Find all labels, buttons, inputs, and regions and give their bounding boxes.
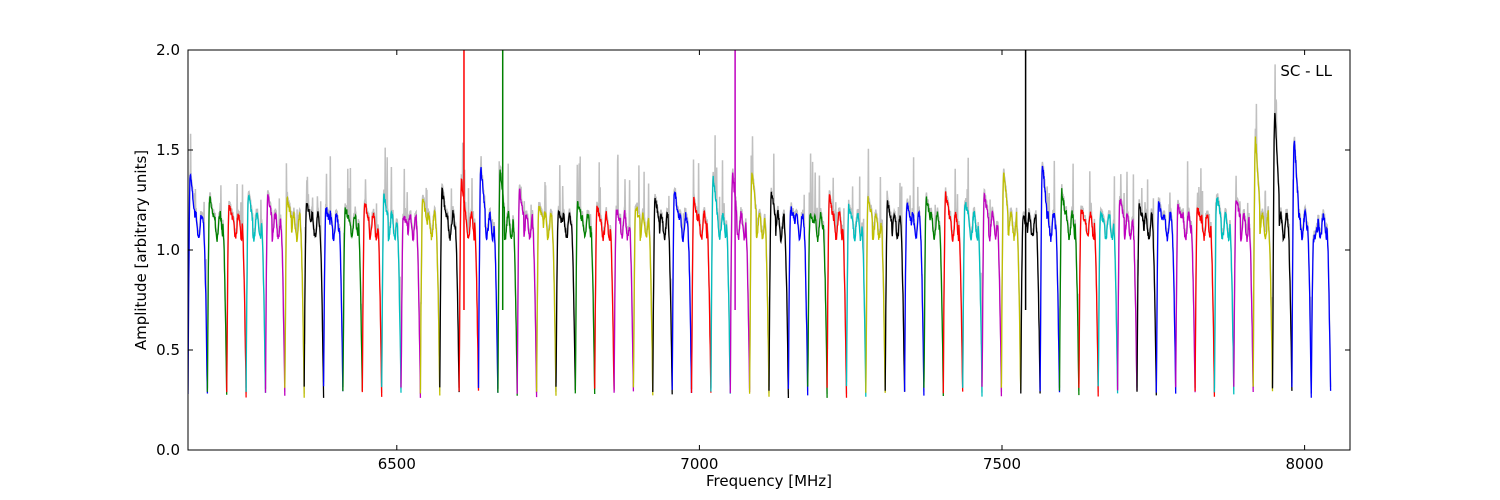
- channel-line: [671, 190, 693, 394]
- channel-line: [942, 191, 964, 394]
- channel-line: [555, 209, 576, 391]
- y-axis-label: Amplitude [arbitrary units]: [132, 150, 150, 350]
- channel-line: [1310, 213, 1332, 394]
- y-tick-label: 1.5: [156, 141, 180, 159]
- channel-line: [884, 200, 906, 392]
- channel-line: [1194, 207, 1216, 397]
- channel-line: [1155, 201, 1177, 394]
- channel-line: [381, 193, 402, 393]
- x-axis-ticks: 6500 7000 7500 8000: [378, 50, 1324, 473]
- y-tick-label: 0.0: [156, 441, 180, 459]
- channel-line: [768, 191, 790, 399]
- channel-line: [458, 178, 480, 392]
- channel-line: [206, 196, 228, 395]
- x-tick-label: 8000: [1286, 455, 1324, 473]
- channel-line: [303, 202, 325, 398]
- channel-line: [807, 212, 828, 398]
- channel-line: [787, 206, 809, 396]
- channel-line: [923, 196, 944, 397]
- chart-annotation: SC - LL: [1280, 62, 1332, 80]
- channel-line: [439, 187, 460, 393]
- channel-line: [1213, 197, 1235, 395]
- channel-line: [710, 175, 731, 394]
- channel-line: [400, 213, 422, 398]
- channel-line: [535, 205, 557, 396]
- channel-line: [284, 195, 305, 398]
- channel-line: [516, 188, 538, 398]
- channel-line: [342, 207, 363, 392]
- channel-line: [632, 206, 654, 396]
- channel-line: [1136, 203, 1157, 396]
- x-tick-label: 7000: [680, 455, 718, 473]
- channel-line: [981, 192, 1003, 397]
- channel-line: [361, 202, 383, 397]
- channel-line: [613, 209, 635, 393]
- channel-line: [188, 172, 209, 395]
- channel-line: [1233, 200, 1254, 393]
- channel-line: [652, 197, 673, 395]
- channel-line: [1271, 112, 1293, 391]
- channel-line: [497, 169, 518, 396]
- channel-line: [690, 196, 712, 393]
- channel-line: [1000, 172, 1022, 391]
- channel-line: [1058, 188, 1080, 396]
- y-axis-ticks: 0.0 0.5 1.0 1.5 2.0: [156, 41, 1350, 459]
- x-tick-label: 7500: [983, 455, 1021, 473]
- x-tick-label: 6500: [378, 455, 416, 473]
- channel-line: [1252, 136, 1274, 392]
- channel-line: [1291, 140, 1312, 398]
- channel-line: [903, 202, 925, 396]
- channel-series-group: [188, 50, 1332, 399]
- channel-line: [845, 203, 867, 397]
- channel-line: [865, 196, 886, 393]
- channel-line: [962, 202, 983, 397]
- channel-line: [264, 194, 286, 396]
- channel-line: [1097, 210, 1119, 394]
- channel-line: [419, 198, 441, 396]
- channel-line: [1039, 165, 1061, 393]
- y-tick-label: 2.0: [156, 41, 180, 59]
- channel-line: [1175, 203, 1196, 393]
- channel-line: [1078, 209, 1099, 397]
- channel-line: [826, 194, 848, 398]
- y-tick-label: 0.5: [156, 341, 180, 359]
- channel-line: [245, 194, 267, 393]
- channel-line: [594, 205, 615, 391]
- channel-line: [729, 172, 751, 394]
- channel-line: [322, 207, 344, 392]
- channel-line: [1116, 198, 1138, 391]
- channel-line: [574, 200, 596, 395]
- channel-line: [477, 167, 499, 393]
- y-tick-label: 1.0: [156, 241, 180, 259]
- channel-line: [748, 172, 770, 397]
- channel-line: [1020, 212, 1041, 394]
- x-axis-label: Frequency [MHz]: [706, 472, 832, 490]
- channel-line: [226, 204, 247, 398]
